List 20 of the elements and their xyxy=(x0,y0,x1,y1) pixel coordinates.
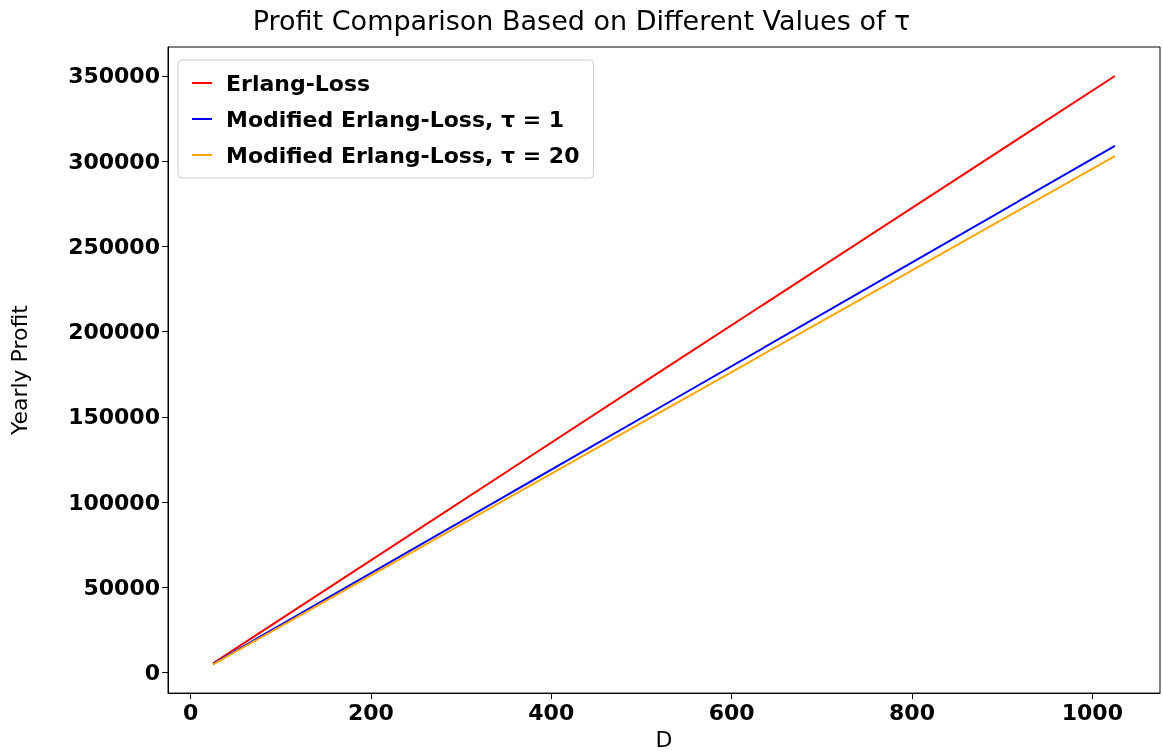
y-tick-label: 0 xyxy=(144,660,160,686)
x-tick-label: 400 xyxy=(528,699,575,725)
x-tick-label: 600 xyxy=(708,699,755,725)
x-tick-label: 800 xyxy=(889,699,935,725)
x-tick-label: 1000 xyxy=(1061,699,1123,725)
legend-label: Modified Erlang-Loss, τ = 20 xyxy=(226,142,580,168)
x-tick-label: 0 xyxy=(182,699,199,725)
y-axis-title: Yearly Profit xyxy=(6,304,32,437)
y-tick-label: 50000 xyxy=(83,574,160,600)
y-tick-label: 150000 xyxy=(68,404,160,430)
legend-label: Modified Erlang-Loss, τ = 1 xyxy=(226,106,565,132)
y-tick-label: 300000 xyxy=(68,148,160,174)
x-axis-title: D xyxy=(655,726,673,752)
y-tick-label: 350000 xyxy=(68,63,160,89)
y-tick-label: 250000 xyxy=(68,233,160,259)
y-tick-label: 200000 xyxy=(68,319,160,345)
y-tick-label: 100000 xyxy=(68,489,160,515)
x-tick-label: 200 xyxy=(347,699,394,725)
chart-title: Profit Comparison Based on Different Values of τ xyxy=(252,5,911,36)
legend-label: Erlang-Loss xyxy=(226,70,371,96)
